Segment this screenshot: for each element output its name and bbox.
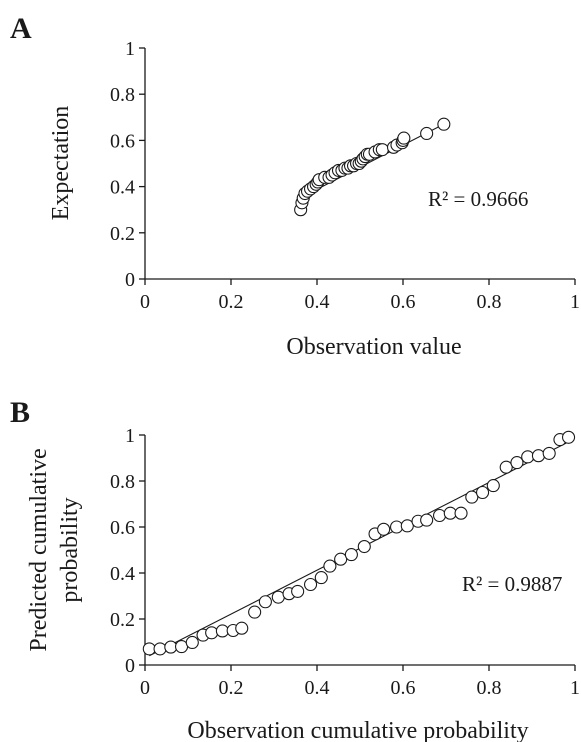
panel-b-data-point [454, 506, 468, 520]
panel-a-y-axis-label: Expectation [48, 106, 74, 221]
panel-a-y-tick-label: 0.8 [110, 84, 135, 106]
panel-a-x-tick-label: 0 [140, 291, 150, 313]
panel-a-x-axis-label: Observation value [286, 334, 461, 360]
panel-a-y-tick-label: 0 [125, 269, 135, 291]
panel-b-data-point [400, 519, 414, 533]
panel-b-chart: B Predicted cumulative probability Obser… [10, 396, 580, 742]
panel-a-x-tick-label: 0.6 [391, 291, 416, 313]
panel-a-chart: A Expectation Observation value R² = 0.9… [10, 12, 580, 360]
panel-b-data-point [235, 621, 249, 635]
panel-b-y-tick-label: 0.4 [110, 563, 135, 585]
panel-b-data-point [258, 595, 272, 609]
panel-b-data-point [357, 539, 371, 554]
panel-b-data-point [420, 513, 434, 527]
panel-b-x-tick-label: 0.8 [477, 677, 502, 699]
panel-b-y-axis-label-line1: Predicted cumulative [26, 448, 52, 651]
panel-b-y-tick-label: 0 [125, 655, 135, 677]
panel-b-data-point [389, 520, 404, 534]
panel-a-letter: A [10, 12, 32, 45]
panel-b-data-point [377, 522, 391, 536]
panel-a-y-tick-label: 1 [125, 38, 135, 60]
panel-b-data-point [432, 508, 447, 523]
panel-b-x-tick-label: 0.4 [305, 677, 330, 699]
panel-b-x-tick-label: 1 [570, 677, 580, 699]
panel-a-x-tick-label: 0.2 [219, 291, 244, 313]
panel-b-data-point [303, 577, 318, 592]
panel-a-y-tick-label: 0.4 [110, 177, 135, 199]
panel-b-data-point [175, 640, 189, 654]
panel-b-y-tick-label: 0.6 [110, 517, 135, 539]
panel-b-data-point [271, 590, 285, 604]
panel-b-data-point [499, 460, 513, 474]
panel-b-data-point [465, 490, 479, 504]
panel-b-data-point [561, 430, 576, 444]
panel-a-r-squared: R² = 0.9666 [428, 187, 528, 211]
panel-b-data-point [205, 626, 219, 640]
panel-a-data-point [420, 126, 434, 141]
panel-b-r-squared: R² = 0.9887 [462, 572, 562, 596]
panel-a-data-point [397, 131, 411, 145]
panel-b-data-point [291, 584, 305, 598]
panel-a-y-tick-label: 0.2 [110, 223, 135, 245]
panel-b-data-point [486, 479, 500, 493]
panel-b-data-point [185, 635, 199, 650]
panel-b-data-point [334, 552, 348, 566]
panel-b-data-point [475, 485, 490, 500]
panel-b-data-point [344, 548, 358, 562]
panel-b-data-point [248, 605, 262, 619]
panel-b-data-point [142, 642, 156, 656]
panel-b-data-point [153, 642, 167, 656]
panel-b-y-tick-label: 0.2 [110, 609, 135, 631]
panel-b-data-point [510, 456, 524, 470]
panel-a-data-point [375, 143, 389, 157]
panel-b-x-axis-label: Observation cumulative probability [187, 718, 528, 742]
panel-b-y-axis-label: Predicted cumulative probability [26, 448, 83, 651]
panel-b-data-point [164, 640, 178, 654]
panel-b-y-tick-label: 1 [125, 425, 135, 447]
panel-b-y-tick-label: 0.8 [110, 471, 135, 493]
panel-b-letter: B [10, 396, 30, 429]
panel-b-data-point [215, 624, 229, 638]
panel-a-y-tick-label: 0.6 [110, 130, 135, 152]
panel-b-data-point [542, 446, 556, 460]
panel-a-data-point [437, 117, 451, 131]
panel-b-y-axis-label-line2: probability [57, 497, 83, 602]
panel-a-x-tick-label: 0.4 [305, 291, 330, 313]
panel-b-data-point [521, 450, 535, 464]
panel-b-data-point [314, 571, 328, 585]
panel-a-x-tick-label: 1 [570, 291, 580, 313]
panel-b-x-tick-label: 0 [140, 677, 150, 699]
panel-b-data-point [531, 449, 546, 463]
panel-a-x-tick-label: 0.8 [477, 291, 502, 313]
panel-b-x-tick-label: 0.6 [391, 677, 416, 699]
panel-b-x-tick-label: 0.2 [219, 677, 244, 699]
panel-b-data-point [323, 559, 337, 573]
